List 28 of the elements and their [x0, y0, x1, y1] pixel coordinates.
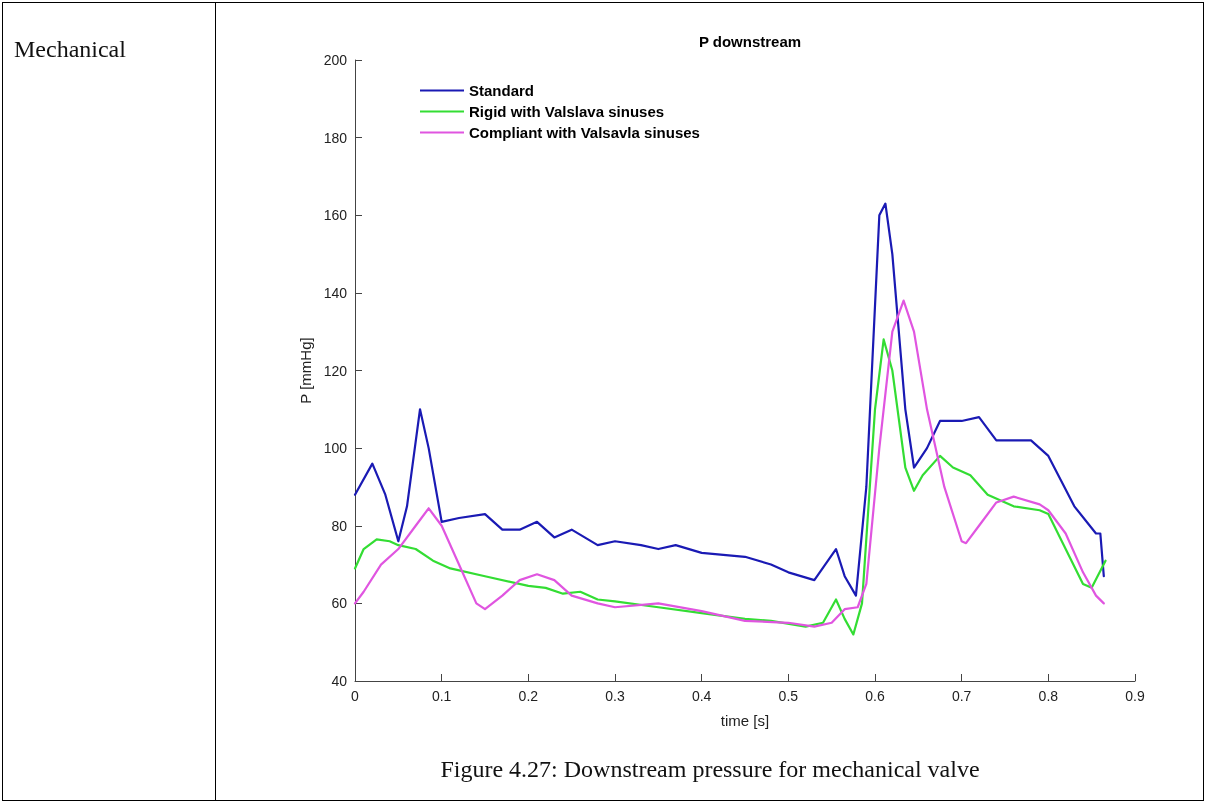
text: Mechanical: [14, 36, 126, 63]
y-tick-label: 120: [323, 362, 348, 379]
legend-label: Rigid with Valslava sinuses: [469, 103, 665, 120]
x-tick-label: 0.4: [691, 688, 712, 704]
x-tick-label: 0: [351, 688, 360, 704]
legend-label: Standard: [469, 82, 535, 99]
y-axis-title: P [mmHg]: [296, 337, 314, 404]
y-tick-label: 160: [323, 207, 348, 224]
y-tick-label: 100: [323, 440, 348, 457]
line-series: [353, 202, 1105, 597]
x-tick-label: 0.1: [431, 688, 452, 704]
legend-label: Compliant with Valsavla sinuses: [469, 124, 700, 141]
x-tick-label: 0.5: [778, 688, 799, 704]
x-axis-title: time [s]: [720, 712, 770, 729]
x-tick-label: 0.3: [605, 688, 625, 704]
y-tick-label: 40: [331, 673, 348, 689]
x-tick-label: 0.2: [518, 688, 539, 704]
x-tick-label: 0.8: [1038, 688, 1059, 704]
y-tick-label: 180: [323, 129, 348, 146]
y-tick-label: 140: [323, 284, 348, 301]
x-tick-label: 0.7: [951, 688, 972, 704]
y-tick-label: 200: [323, 52, 348, 68]
x-tick-label: 0.6: [865, 688, 885, 704]
y-tick-label: 80: [331, 517, 348, 534]
chart-title: P downstream: [698, 33, 802, 50]
x-tick-label: 0.9: [1125, 688, 1145, 704]
caption: Figure 4.27: Downstream pressure for mechanical valve: [440, 756, 980, 783]
y-tick-label: 60: [331, 595, 348, 612]
